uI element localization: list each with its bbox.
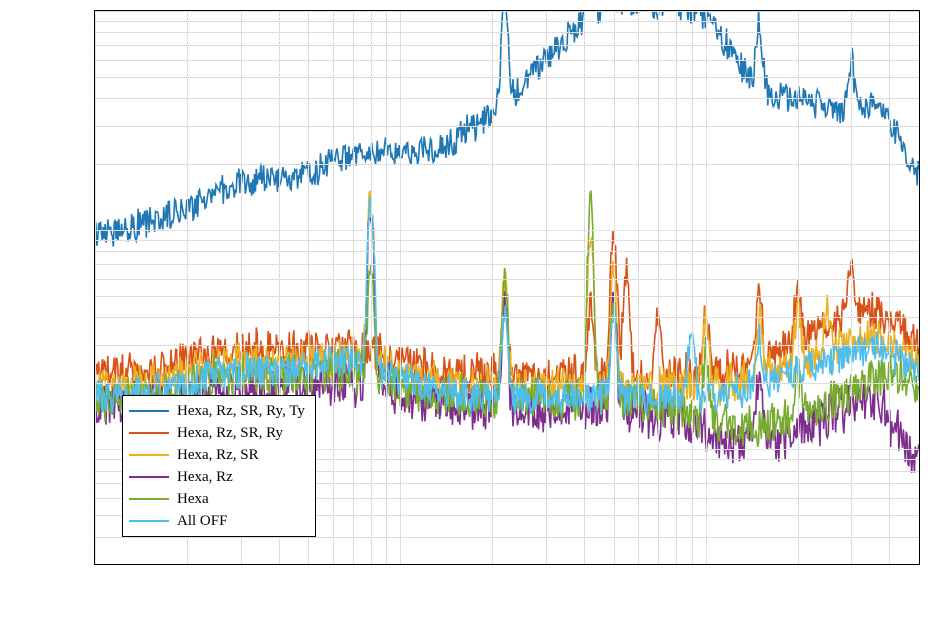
legend-swatch	[129, 498, 169, 500]
series-0	[95, 11, 919, 247]
legend-swatch	[129, 454, 169, 456]
legend-swatch	[129, 520, 169, 522]
legend-label: All OFF	[177, 513, 227, 530]
legend-label: Hexa, Rz	[177, 469, 233, 486]
legend-swatch	[129, 432, 169, 434]
legend-item-4: Hexa	[129, 488, 305, 510]
legend-label: Hexa, Rz, SR, Ry	[177, 425, 283, 442]
legend-item-1: Hexa, Rz, SR, Ry	[129, 422, 305, 444]
legend: Hexa, Rz, SR, Ry, Ty Hexa, Rz, SR, Ry Hexa…	[122, 395, 316, 537]
legend-item-2: Hexa, Rz, SR	[129, 444, 305, 466]
legend-item-5: All OFF	[129, 510, 305, 532]
legend-item-0: Hexa, Rz, SR, Ry, Ty	[129, 400, 305, 422]
legend-label: Hexa	[177, 491, 209, 508]
legend-swatch	[129, 476, 169, 478]
legend-item-3: Hexa, Rz	[129, 466, 305, 488]
legend-swatch	[129, 410, 169, 412]
legend-label: Hexa, Rz, SR	[177, 447, 259, 464]
legend-label: Hexa, Rz, SR, Ry, Ty	[177, 403, 305, 420]
